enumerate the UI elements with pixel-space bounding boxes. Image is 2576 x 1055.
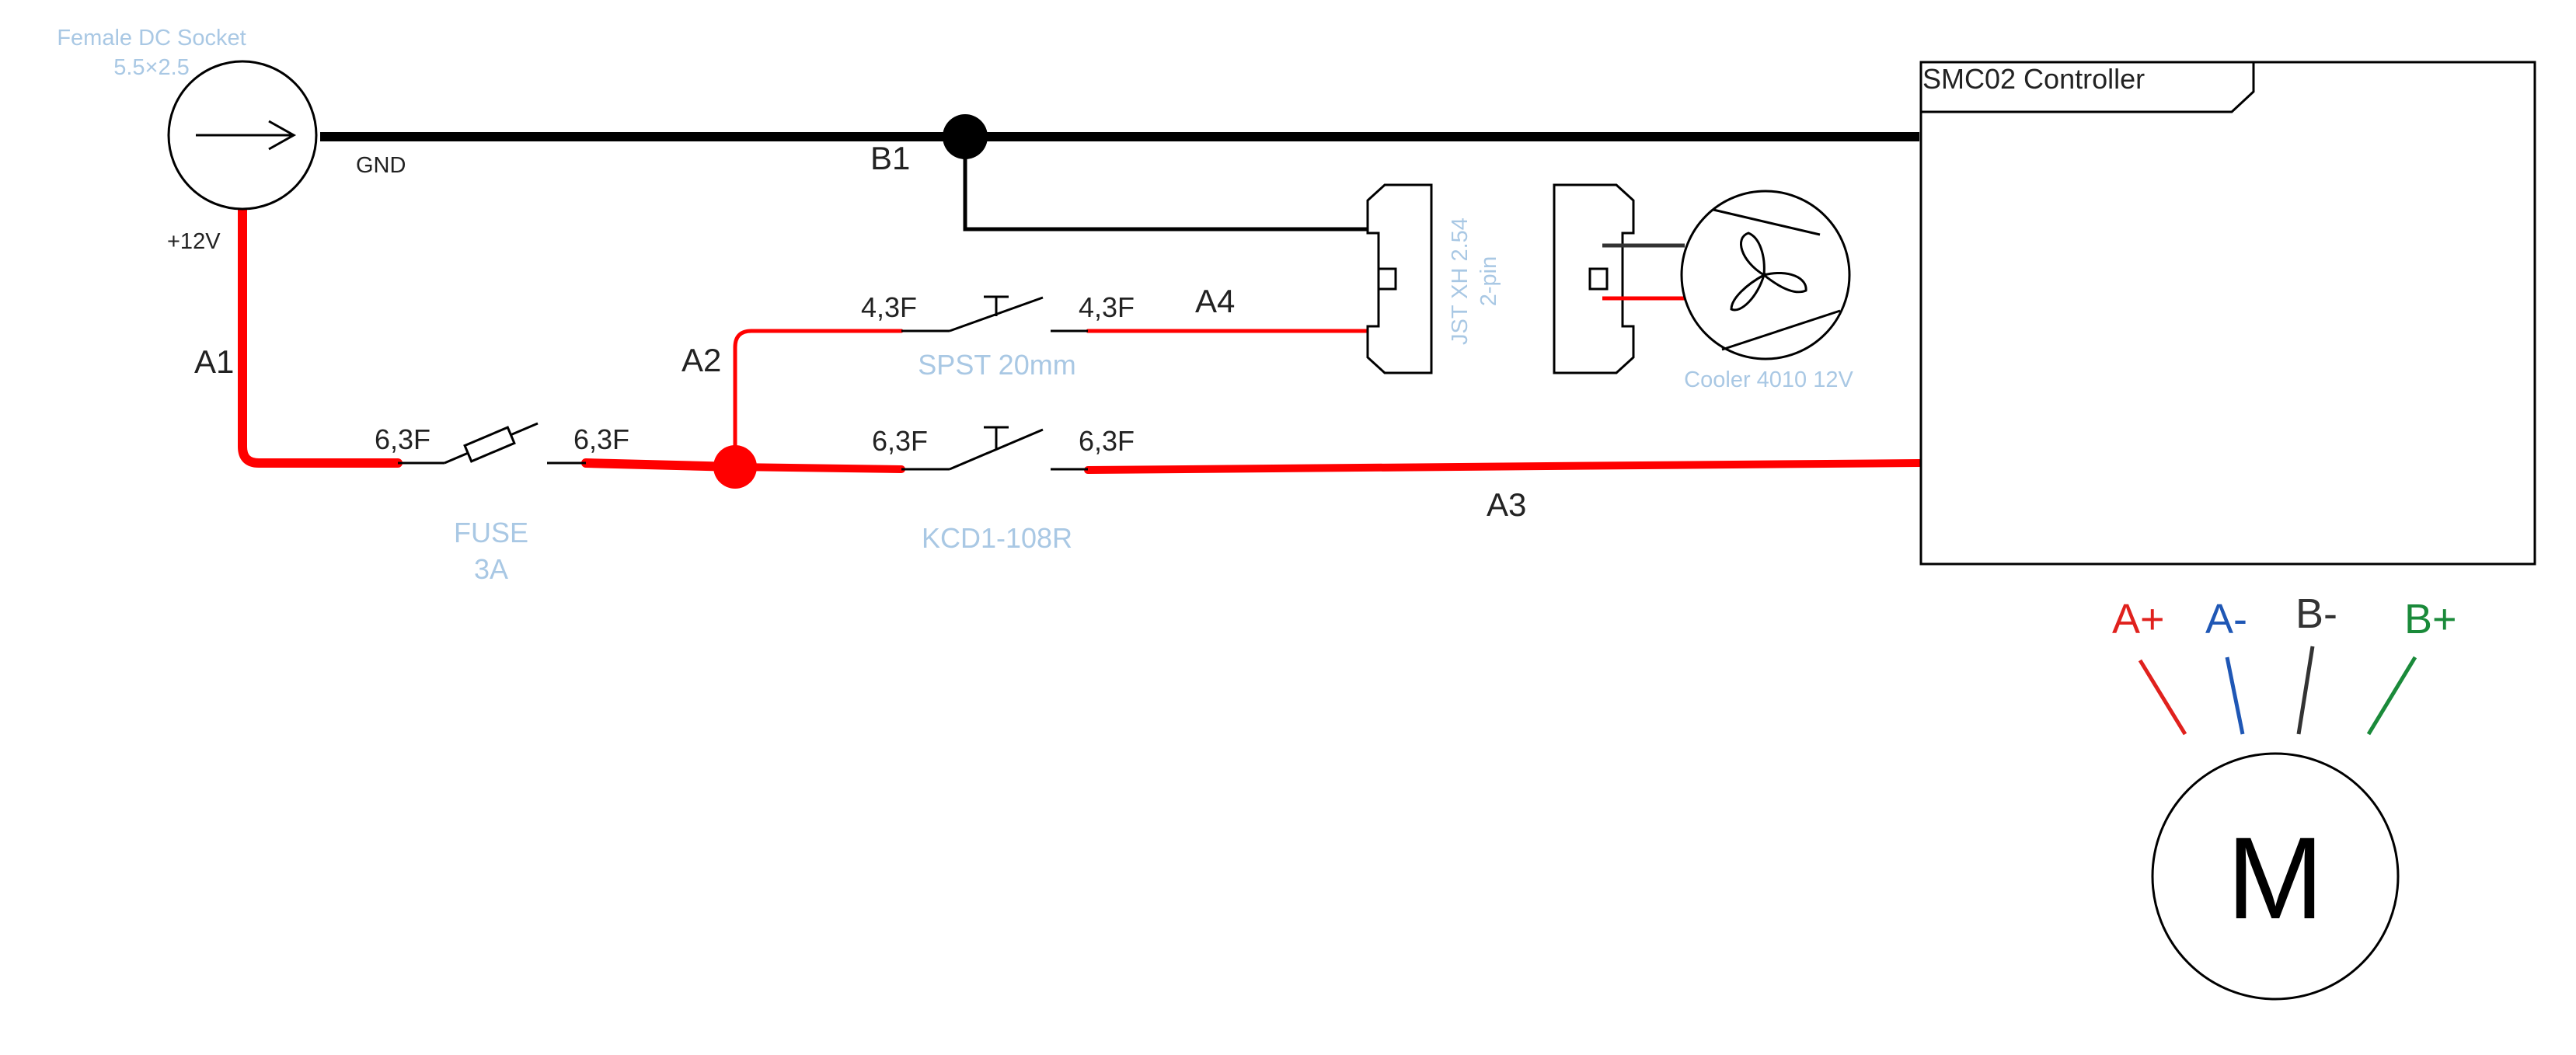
fuse-body-icon	[463, 426, 516, 463]
jst-connector: JST XH 2.54 2-pin	[1366, 183, 1501, 374]
motor-symbol: M	[2227, 813, 2324, 943]
wire-fuse-out	[581, 458, 740, 472]
ground-wiring	[320, 114, 1919, 232]
fan-icon	[1730, 232, 1807, 312]
fuse-label-2: 3A	[474, 553, 508, 585]
node-b1-label: B1	[870, 140, 910, 176]
motor-pin-b-plus: B+	[2404, 596, 2457, 642]
arrow-head-icon	[268, 120, 297, 151]
motor-lead-b-plus	[2366, 656, 2417, 736]
motor-pin-a-minus: A-	[2205, 596, 2247, 642]
wire-to-kcd	[731, 463, 905, 473]
cooler-fan: Cooler 4010 12V	[1553, 183, 1853, 392]
jst-pin-icon	[1377, 267, 1397, 291]
spst-term-right: 4,3F	[1079, 291, 1135, 323]
dc-socket-label-2: 5.5×2.5	[113, 55, 190, 80]
spst-switch: 4,3F 4,3F SPST 20mm	[861, 291, 1135, 381]
kcd-term-left: 6,3F	[872, 425, 928, 457]
gnd-label: GND	[356, 153, 406, 178]
fuse: 6,3F 6,3F FUSE 3A	[375, 422, 629, 585]
cooler-pin-icon	[1588, 267, 1609, 291]
spst-term-left: 4,3F	[861, 291, 917, 323]
jst-header-body	[1366, 183, 1433, 374]
fuse-term-right: 6,3F	[573, 423, 629, 455]
controller-body	[1919, 61, 2536, 566]
smc02-controller: SMC02 Controller	[1919, 61, 2536, 566]
junction-b1	[943, 114, 988, 159]
motor-body	[2151, 752, 2400, 1001]
kcd-lever	[949, 428, 1044, 471]
junction-a2	[713, 445, 757, 489]
wire-a2	[733, 329, 904, 469]
cooler-fan-edge-top	[1713, 208, 1821, 236]
jst-label-1: JST XH 2.54	[1448, 218, 1473, 345]
cooler-fan-edge-bottom	[1721, 309, 1841, 351]
kcd-switch: 6,3F 6,3F KCD1-108R	[872, 425, 1135, 554]
controller-title: SMC02 Controller	[1922, 63, 2145, 95]
dc-socket-label-1: Female DC Socket	[57, 26, 246, 50]
motor-pin-a-plus: A+	[2112, 596, 2165, 642]
wire-a1	[238, 205, 403, 468]
stepper-motor: A+ A- B- B+ M	[2112, 590, 2457, 1001]
kcd-term-right: 6,3F	[1079, 425, 1135, 457]
wire-a4-label: A4	[1195, 283, 1235, 319]
power-wiring	[238, 205, 1923, 489]
motor-lead-a-minus	[2225, 656, 2245, 735]
motor-lead-a-plus	[2138, 659, 2187, 736]
gnd-wire-to-jst	[963, 137, 1385, 232]
wire-a1-label: A1	[194, 343, 234, 380]
wire-a3-label: A3	[1487, 486, 1526, 523]
motor-lead-b-minus	[2296, 646, 2315, 735]
wire-a2-label: A2	[681, 342, 721, 378]
jst-label-2: 2-pin	[1476, 256, 1501, 307]
controller-title-tab	[1921, 62, 2255, 113]
fuse-label-1: FUSE	[454, 517, 528, 548]
fuse-term-left: 6,3F	[375, 423, 430, 455]
spst-label: SPST 20mm	[918, 349, 1075, 381]
pos-12v-label: +12V	[167, 229, 221, 254]
wire-a3	[1084, 459, 1923, 474]
motor-pin-b-minus: B-	[2295, 590, 2337, 637]
kcd-label: KCD1-108R	[922, 522, 1072, 554]
dc-socket: Female DC Socket 5.5×2.5 +12V GND	[57, 26, 406, 254]
cooler-label: Cooler 4010 12V	[1684, 367, 1853, 392]
